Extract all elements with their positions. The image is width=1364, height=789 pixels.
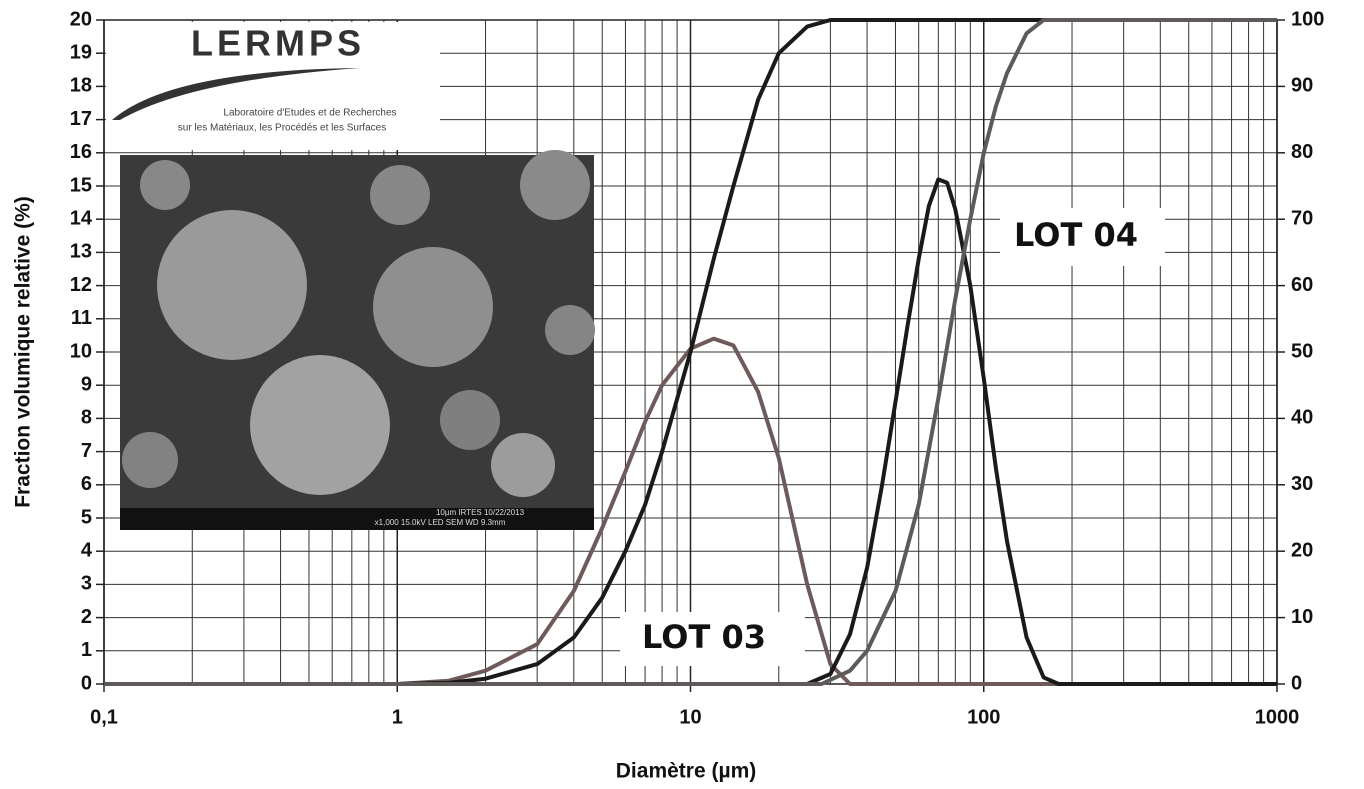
logo: LERMPS Laboratoire d'Etudes et de Recher… <box>106 22 440 150</box>
y2-tick-label: 90 <box>1291 75 1313 97</box>
y-tick-label: 11 <box>71 307 92 329</box>
y-tick-label: 17 <box>70 108 92 130</box>
y-tick-label: 8 <box>81 407 92 429</box>
logo-text: sur les Matériaux, les Procédés et les S… <box>178 123 386 134</box>
y-tick-label: 12 <box>70 274 92 296</box>
y-tick-label: 9 <box>81 373 92 395</box>
y-tick-label: 18 <box>70 75 92 97</box>
label-bg <box>1000 208 1165 266</box>
y-tick-label: 2 <box>81 606 92 628</box>
particle <box>250 355 390 495</box>
y2-tick-label: 40 <box>1291 407 1313 429</box>
y-tick-label: 10 <box>70 340 92 362</box>
y-axis-title: Fraction volumique relative (%) <box>12 196 35 508</box>
y-tick-label: 19 <box>70 41 92 63</box>
y-tick-label: 6 <box>81 473 92 495</box>
y-tick-label: 15 <box>70 174 92 196</box>
particle <box>122 432 178 488</box>
particle <box>491 433 555 497</box>
x-tick-label: 0,1 <box>90 706 118 728</box>
y2-tick-label: 100 <box>1291 8 1324 30</box>
particle <box>520 150 590 220</box>
x-tick-label: 10 <box>679 706 701 728</box>
y2-tick-label: 70 <box>1291 207 1313 229</box>
y2-tick-label: 50 <box>1291 340 1313 362</box>
y-tick-label: 14 <box>70 207 93 229</box>
y-tick-label: 7 <box>81 440 92 462</box>
x-tick-label: 100 <box>967 706 1000 728</box>
x-tick-label: 1 <box>392 706 403 728</box>
inset-photo: 10µm IRTES 10/22/2013 x1,000 15.0kV LED … <box>120 150 595 530</box>
particle <box>370 165 430 225</box>
label-bg <box>620 612 805 666</box>
annotation: LOT 03 <box>642 618 766 656</box>
particle <box>157 210 307 360</box>
particle <box>140 160 190 210</box>
y2-tick-label: 60 <box>1291 274 1313 296</box>
logo-name: LERMPS <box>191 23 365 64</box>
photo-caption: 10µm IRTES 10/22/2013 <box>436 508 525 517</box>
y2-tick-label: 80 <box>1291 141 1313 163</box>
y-tick-label: 20 <box>70 8 92 30</box>
photo-caption: x1,000 15.0kV LED SEM WD 9.3mm <box>375 518 506 527</box>
y-tick-label: 4 <box>81 539 93 561</box>
y-tick-label: 13 <box>70 241 92 263</box>
logo-swoosh <box>112 68 360 120</box>
y-tick-label: 16 <box>70 141 92 163</box>
logo-bg <box>106 22 440 150</box>
particle <box>373 247 493 367</box>
particle <box>440 390 500 450</box>
y2-tick-label: 0 <box>1291 672 1302 694</box>
photo-caption-bar <box>120 508 594 530</box>
y-tick-label: 0 <box>81 672 92 694</box>
y2-tick-label: 10 <box>1291 606 1313 628</box>
logo-text: Laboratoire d'Etudes et de Recherches <box>223 108 396 119</box>
y2-tick-label: 20 <box>1291 539 1313 561</box>
y-tick-label: 3 <box>81 573 92 595</box>
data-line <box>104 18 1277 686</box>
y2-tick-label: 30 <box>1291 473 1313 495</box>
data-line <box>104 336 1277 686</box>
x-tick-label: 1000 <box>1255 706 1300 728</box>
y-tick-label: 1 <box>81 639 92 661</box>
data-line <box>104 177 1277 686</box>
data-line <box>104 18 1277 686</box>
x-axis-title: Diamètre (µm) <box>616 760 756 783</box>
y-tick-label: 5 <box>81 506 92 528</box>
particle <box>545 305 595 355</box>
annotation: LOT 04 <box>1014 216 1138 254</box>
